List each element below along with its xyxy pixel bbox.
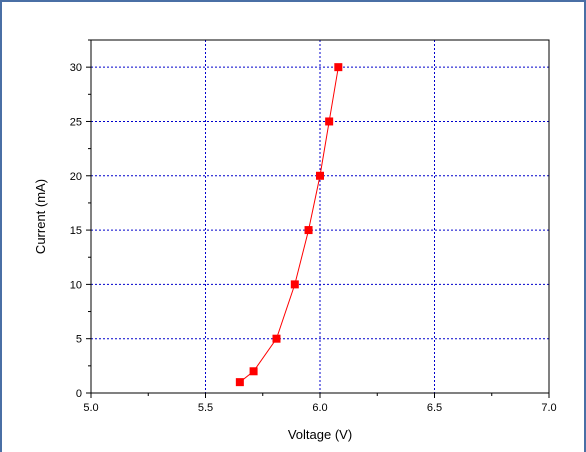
x-tick-label: 6.5 (427, 402, 442, 414)
x-tick-label: 6.0 (312, 402, 327, 414)
data-point (304, 226, 313, 235)
y-tick-label: 10 (70, 279, 82, 291)
series-line (239, 67, 339, 383)
x-tick-label: 7.0 (541, 402, 556, 414)
data-point (325, 117, 334, 126)
y-tick-label: 5 (76, 334, 82, 346)
x-tick-labels: 5.0 5.5 6.0 6.5 7.0 (83, 402, 556, 414)
data-point (334, 63, 343, 72)
data-point (272, 334, 281, 343)
y-tick-label: 15 (70, 225, 82, 237)
x-tick-label: 5.0 (83, 402, 98, 414)
y-tick-label: 0 (76, 388, 82, 400)
x-tick-label: 5.5 (198, 402, 213, 414)
data-point (235, 378, 244, 387)
axis-ticks (86, 39, 550, 398)
data-point (316, 171, 324, 180)
y-tick-label: 30 (70, 62, 82, 74)
y-axis-title: Current (mA) (33, 179, 48, 254)
y-tick-labels: 0 5 10 15 20 25 30 (70, 62, 82, 400)
y-tick-label: 25 (70, 116, 82, 128)
x-axis-title: Voltage (V) (288, 427, 352, 442)
grid-lines (91, 40, 549, 393)
data-point (249, 367, 258, 376)
data-point (290, 280, 299, 289)
data-series (235, 63, 343, 387)
y-tick-label: 20 (70, 171, 82, 183)
